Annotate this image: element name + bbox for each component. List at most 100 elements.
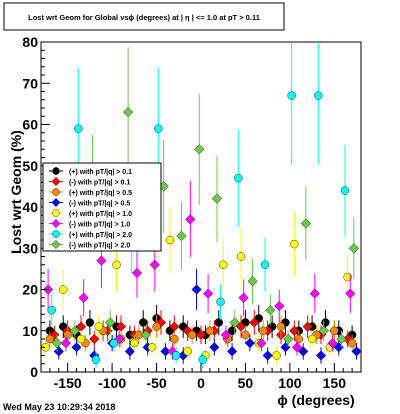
- data-point: [340, 186, 350, 195]
- chart-title: Lost wrt Geom for Global vsϕ (degrees) a…: [28, 13, 260, 22]
- x-tick-label: -100: [98, 375, 126, 391]
- axis-ticks-layer: -150 -100 -50 0 50 100 150 0 10 20 30 40 50 60 70 80: [22, 34, 362, 391]
- data-point: [203, 288, 214, 299]
- data-point: [259, 326, 268, 335]
- y-tick-label: 10: [22, 323, 38, 339]
- data-point: [105, 317, 116, 328]
- legend-entry-label: (-) with pT/|q| > 1.0: [69, 222, 130, 229]
- legend-marker: [51, 240, 61, 249]
- data-point: [291, 342, 303, 353]
- data-point: [229, 317, 240, 328]
- data-point: [249, 317, 260, 328]
- data-point: [85, 318, 95, 327]
- data-point: [314, 91, 323, 100]
- legend-entry-label: (+) with pT/|q| > 2.0: [69, 232, 132, 239]
- data-point: [51, 338, 63, 349]
- data-point: [219, 260, 228, 269]
- data-point: [216, 297, 225, 307]
- y-tick-label: 50: [22, 158, 38, 174]
- data-point: [160, 346, 171, 357]
- legend-marker: [52, 188, 60, 196]
- data-point: [330, 326, 339, 335]
- data-point: [131, 267, 143, 279]
- data-point: [298, 346, 309, 357]
- series-2: [49, 310, 353, 348]
- data-point: [345, 288, 356, 299]
- data-point: [315, 350, 327, 361]
- data-point: [272, 351, 281, 360]
- x-tick-label: -150: [54, 375, 82, 391]
- data-point: [211, 193, 223, 204]
- data-point: [91, 355, 101, 364]
- data-point: [214, 318, 223, 327]
- footer-timestamp: Wed May 23 10:29:34 2018: [3, 402, 115, 412]
- data-point: [318, 325, 329, 336]
- data-points-layer: [41, 42, 362, 368]
- legend-entry-label: (-) with pT/|q| > 2.0: [69, 243, 130, 250]
- data-point: [59, 285, 68, 294]
- data-point: [336, 333, 347, 345]
- data-point: [209, 342, 220, 353]
- y-tick-label: 20: [22, 282, 38, 298]
- x-tick-label: 150: [323, 375, 347, 391]
- data-point: [140, 329, 151, 340]
- legend-marker: [51, 219, 61, 228]
- data-point: [63, 330, 72, 340]
- legend-marker: [51, 198, 61, 207]
- data-point: [124, 346, 135, 357]
- legend-marker: [52, 230, 60, 238]
- data-point: [280, 342, 291, 353]
- data-point: [154, 124, 163, 133]
- y-tick-label: 30: [22, 240, 38, 256]
- title-box: [3, 2, 285, 31]
- data-point: [152, 322, 161, 331]
- data-point: [256, 338, 267, 349]
- data-point: [289, 325, 300, 336]
- data-point: [235, 321, 247, 332]
- data-point: [185, 214, 196, 225]
- data-point: [302, 321, 313, 332]
- data-point: [236, 252, 246, 261]
- data-point: [171, 351, 181, 360]
- data-point: [195, 329, 207, 340]
- y-tick-label: 70: [22, 75, 38, 91]
- y-tick-label: 0: [30, 364, 38, 380]
- data-point: [191, 284, 202, 295]
- legend-entry-label: (+) with pT/|q| > 0.1: [69, 169, 132, 176]
- data-point: [347, 338, 357, 348]
- data-point: [220, 329, 231, 340]
- data-point: [53, 346, 64, 357]
- data-point: [238, 292, 249, 303]
- data-point: [170, 334, 179, 344]
- data-point: [187, 330, 197, 340]
- x-tick-label: 0: [197, 375, 205, 391]
- data-point: [321, 318, 330, 327]
- data-point: [183, 347, 192, 356]
- data-point: [247, 276, 258, 287]
- data-point: [260, 260, 270, 269]
- data-point: [307, 334, 317, 344]
- x-tick-label: 50: [238, 375, 254, 391]
- legend-box: [42, 162, 162, 252]
- data-point: [194, 144, 205, 155]
- y-tick-label: 80: [22, 34, 38, 50]
- data-point: [244, 338, 255, 349]
- legend-entry-label: (+) with pT/|q| > 0.5: [69, 190, 132, 197]
- data-point: [176, 230, 187, 241]
- data-point: [78, 292, 89, 303]
- data-point: [109, 338, 119, 348]
- data-point: [348, 243, 359, 254]
- series-5: [41, 207, 352, 364]
- data-point: [165, 235, 175, 245]
- data-point: [234, 173, 243, 183]
- data-point: [130, 338, 139, 348]
- data-point: [76, 334, 86, 344]
- data-point: [60, 338, 71, 349]
- x-axis-title: ϕ (degrees): [277, 392, 354, 408]
- data-point: [290, 239, 299, 249]
- data-point: [294, 334, 303, 344]
- data-point: [45, 334, 55, 344]
- data-point: [327, 338, 338, 349]
- data-point: [205, 326, 215, 335]
